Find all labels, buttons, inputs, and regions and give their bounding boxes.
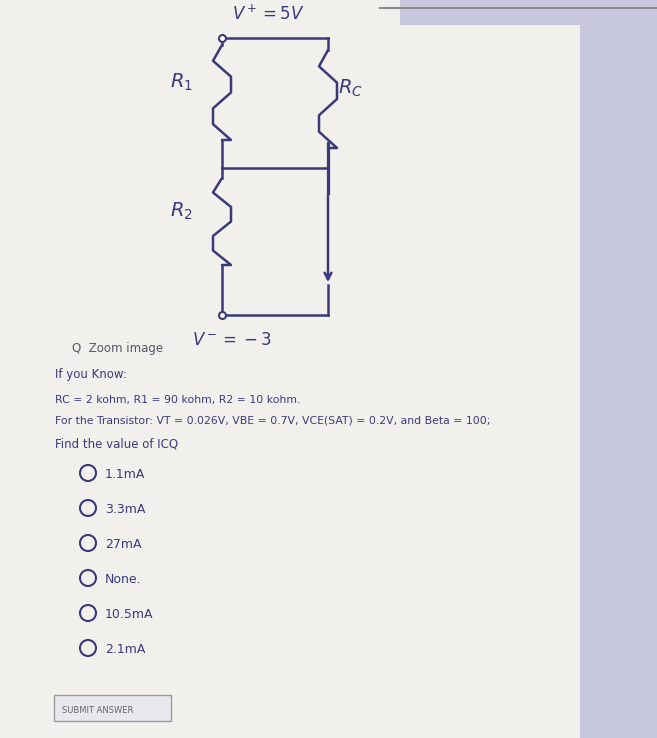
Text: 2.1mA: 2.1mA [105,643,145,656]
Text: If you Know:: If you Know: [55,368,127,381]
Text: For the Transistor: VT = 0.026V, VBE = 0.7V, VCE(SAT) = 0.2V, and Beta = 100;: For the Transistor: VT = 0.026V, VBE = 0… [55,415,490,425]
FancyBboxPatch shape [400,0,657,25]
Text: $V^+=5V$: $V^+=5V$ [232,4,305,24]
FancyBboxPatch shape [0,0,580,738]
Text: None.: None. [105,573,142,586]
Text: SUBMIT ANSWER: SUBMIT ANSWER [62,706,133,715]
Text: $R_C$: $R_C$ [338,78,363,100]
Text: Q  Zoom image: Q Zoom image [72,342,163,355]
Text: Find the value of ICQ: Find the value of ICQ [55,437,178,450]
Text: 10.5mA: 10.5mA [105,608,154,621]
Text: $R_1$: $R_1$ [170,72,193,93]
Text: 27mA: 27mA [105,538,141,551]
Text: $R_2$: $R_2$ [170,201,193,222]
Text: 1.1mA: 1.1mA [105,468,145,481]
Text: $V^-=-3$: $V^-=-3$ [192,331,271,349]
Text: 3.3mA: 3.3mA [105,503,145,516]
Text: RC = 2 kohm, R1 = 90 kohm, R2 = 10 kohm.: RC = 2 kohm, R1 = 90 kohm, R2 = 10 kohm. [55,395,300,405]
FancyBboxPatch shape [54,695,171,721]
